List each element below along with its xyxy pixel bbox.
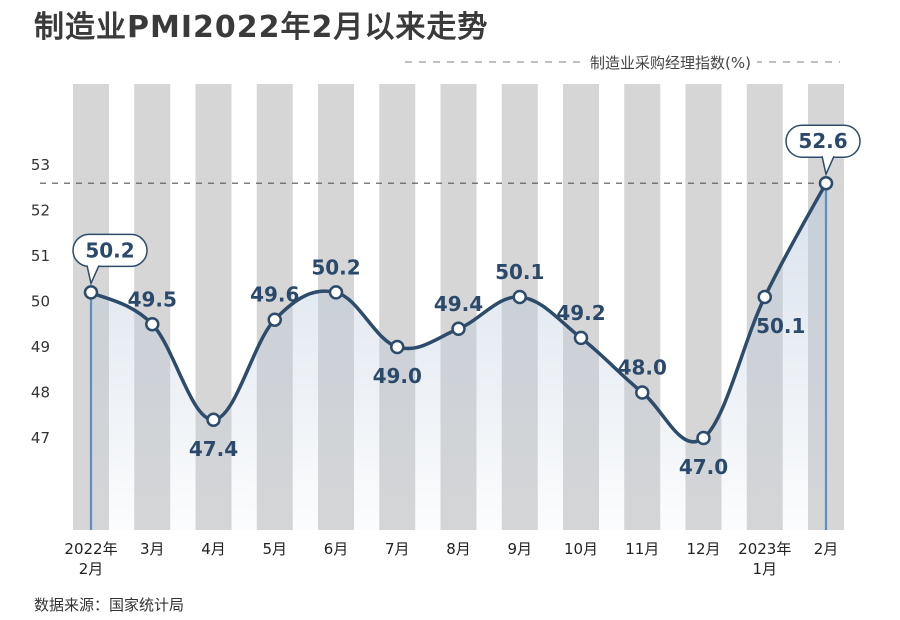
data-label-6: 49.4 [434, 292, 483, 316]
x-tick-label-6: 8月 [446, 540, 471, 558]
callout-group: 50.2 52.6 [72, 124, 861, 286]
callout-0: 50.2 [72, 233, 148, 286]
y-tick-label: 51 [31, 247, 50, 265]
data-point-8 [573, 330, 589, 346]
data-label-2: 47.4 [189, 437, 238, 461]
data-label-9: 48.0 [618, 356, 667, 380]
x-tick-label-10: 12月 [686, 540, 720, 558]
x-tick-label-9: 11月 [625, 540, 659, 558]
x-tick-label-1: 3月 [140, 540, 165, 558]
data-point-2 [206, 412, 221, 428]
data-label-3: 49.6 [250, 283, 299, 307]
data-point-6 [451, 321, 466, 337]
y-axis-ticks: 47 48 49 50 51 52 53 [31, 156, 50, 447]
y-tick-label: 49 [31, 338, 50, 356]
x-tick-label-5: 7月 [385, 540, 410, 558]
data-point-10 [696, 430, 711, 446]
y-tick-label: 52 [31, 202, 50, 220]
data-source: 数据来源：国家统计局 [34, 596, 185, 614]
callout-box-0 [72, 233, 148, 268]
data-points-group [83, 175, 834, 446]
callout-12: 52.6 [785, 124, 861, 177]
callout-pointer-0 [86, 265, 100, 286]
data-point-1 [145, 317, 160, 332]
area-fill-group [89, 183, 828, 530]
x-tick-label-0-1: 2月 [79, 560, 104, 578]
x-tick-label-11-0: 2023年 [738, 540, 791, 558]
data-point-12 [818, 175, 834, 191]
data-label-5: 49.0 [373, 364, 422, 388]
data-point-5 [390, 339, 405, 355]
y-tick-label: 50 [31, 293, 50, 311]
x-tick-label-12: 2月 [814, 540, 839, 558]
callout-value-12: 52.6 [798, 129, 847, 153]
x-tick-label-0-0: 2022年 [64, 540, 117, 558]
data-point-3 [267, 312, 282, 327]
legend-label: 制造业采购经理指数(%) [584, 52, 757, 73]
data-label-4: 50.2 [311, 255, 360, 279]
data-point-7 [512, 289, 527, 305]
y-tick-label: 47 [31, 429, 50, 447]
data-label-11: 50.1 [756, 314, 805, 338]
data-point-9 [635, 385, 650, 400]
chart-title: 制造业PMI2022年2月以来走势 [34, 10, 489, 45]
area-fill [91, 183, 826, 530]
data-label-10: 47.0 [679, 455, 728, 479]
x-tick-label-3: 5月 [262, 540, 287, 558]
x-tick-label-8: 10月 [564, 540, 598, 558]
data-label-8: 49.2 [556, 301, 605, 325]
callout-value-0: 50.2 [85, 238, 134, 262]
x-tick-label-4: 6月 [324, 540, 349, 558]
data-labels-group: 49.5 47.4 49.6 50.2 49.0 49.4 50.1 49.2 48.0 47.0… [128, 255, 806, 479]
y-tick-label: 53 [31, 156, 50, 174]
data-point-0 [83, 285, 99, 300]
data-point-11 [757, 289, 772, 305]
x-tick-label-11-1: 1月 [752, 560, 777, 578]
y-tick-label: 48 [31, 384, 50, 402]
data-label-7: 50.1 [495, 260, 544, 284]
x-tick-label-7: 9月 [507, 540, 532, 558]
x-axis-ticks: 2022年 2月 3月 4月 5月 6月 7月 8月 9月 10月 11月 12月 2023年 1月 2月 [64, 540, 838, 578]
callout-pointer-12 [821, 155, 835, 177]
data-label-1: 49.5 [128, 287, 177, 311]
data-point-4 [328, 285, 344, 300]
x-tick-label-2: 4月 [201, 540, 226, 558]
